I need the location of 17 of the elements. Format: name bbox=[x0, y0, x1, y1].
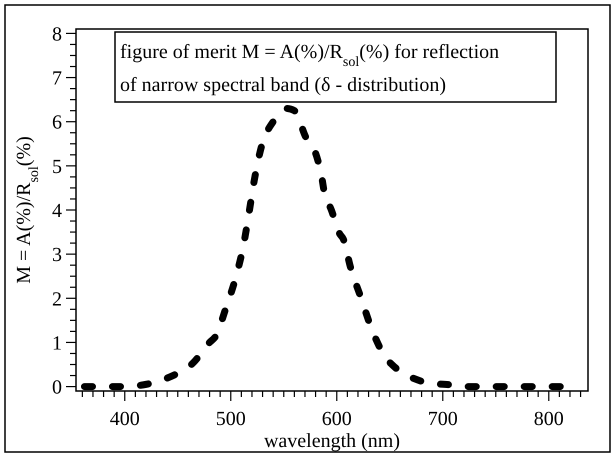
y-tick-label: 8 bbox=[52, 23, 62, 46]
x-tick-label: 600 bbox=[322, 408, 352, 430]
x-tick-label: 500 bbox=[216, 408, 246, 430]
y-tick-label: 0 bbox=[52, 376, 62, 399]
x-tick-label: 400 bbox=[110, 408, 140, 430]
y-tick-label: 4 bbox=[52, 200, 62, 222]
y-tick-label: 3 bbox=[52, 244, 62, 266]
annotation: figure of merit M = A(%)/R$_{sol}$(%) for reflection bbox=[120, 41, 500, 70]
y-tick-label: 7 bbox=[52, 68, 62, 90]
x-tick-label: 700 bbox=[428, 408, 458, 430]
y-tick-label: 2 bbox=[52, 288, 62, 310]
x-tick-label: 800 bbox=[534, 408, 564, 430]
y-tick-label: 1 bbox=[52, 332, 62, 354]
x-axis-title: wavelength (nm) bbox=[264, 430, 400, 452]
annotation: of narrow spectral band (δ - distribution) bbox=[120, 74, 446, 96]
y-tick-label: 6 bbox=[52, 112, 62, 134]
y-tick-label: 5 bbox=[52, 156, 62, 178]
